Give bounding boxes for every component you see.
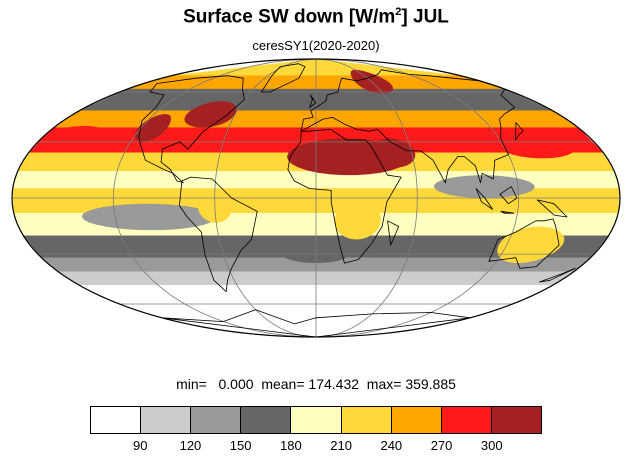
color-legend xyxy=(90,406,542,434)
legend-tick-label: 150 xyxy=(229,438,252,453)
coastline xyxy=(536,199,568,218)
coastline xyxy=(138,75,245,184)
legend-tick-label: 210 xyxy=(330,438,352,453)
coastline xyxy=(161,309,471,337)
coastline xyxy=(500,210,515,214)
coastline xyxy=(515,122,524,141)
patch xyxy=(334,201,381,240)
legend-tick-label: 180 xyxy=(280,438,302,453)
stats-line: min= 0.000 mean= 174.432 max= 359.885 xyxy=(176,376,456,392)
legend-swatch xyxy=(141,407,192,433)
coastline xyxy=(499,186,518,205)
legend-ticks: 90 120 150 180 210 240 270 300 xyxy=(90,438,542,456)
legend-swatch xyxy=(491,407,541,433)
patch xyxy=(81,203,216,231)
legend-swatch xyxy=(341,407,392,433)
coastline xyxy=(488,218,560,269)
coastline xyxy=(475,188,494,210)
legend-swatch xyxy=(441,407,492,433)
map-border xyxy=(11,58,621,338)
legend-tick-label: 120 xyxy=(179,438,202,453)
coastline xyxy=(539,267,576,283)
legend-swatch xyxy=(191,407,242,433)
patch xyxy=(433,175,535,198)
coastlines xyxy=(138,63,576,337)
patch xyxy=(134,114,172,142)
coastline xyxy=(309,94,317,108)
patch xyxy=(495,133,576,159)
patch xyxy=(184,101,237,128)
legend-tick-label: 300 xyxy=(480,438,503,453)
coastline xyxy=(387,220,400,246)
coastline xyxy=(260,63,306,93)
coastline xyxy=(300,69,516,184)
patch xyxy=(370,138,416,168)
legend-swatch xyxy=(291,407,342,433)
patch xyxy=(36,126,107,151)
legend-tick-label: 240 xyxy=(380,438,403,453)
legend-tick-label: 90 xyxy=(132,438,148,453)
chart-subtitle: ceresSY1(2020-2020) xyxy=(252,38,380,53)
coastline xyxy=(287,128,402,264)
chart-title: Surface SW down [W/m2] JUL xyxy=(183,6,449,28)
world-map xyxy=(11,58,621,338)
legend-swatch xyxy=(91,407,142,433)
legend-tick-label: 270 xyxy=(430,438,453,453)
legend-swatch xyxy=(391,407,442,433)
coastline xyxy=(178,176,258,293)
legend-swatch xyxy=(241,407,292,433)
